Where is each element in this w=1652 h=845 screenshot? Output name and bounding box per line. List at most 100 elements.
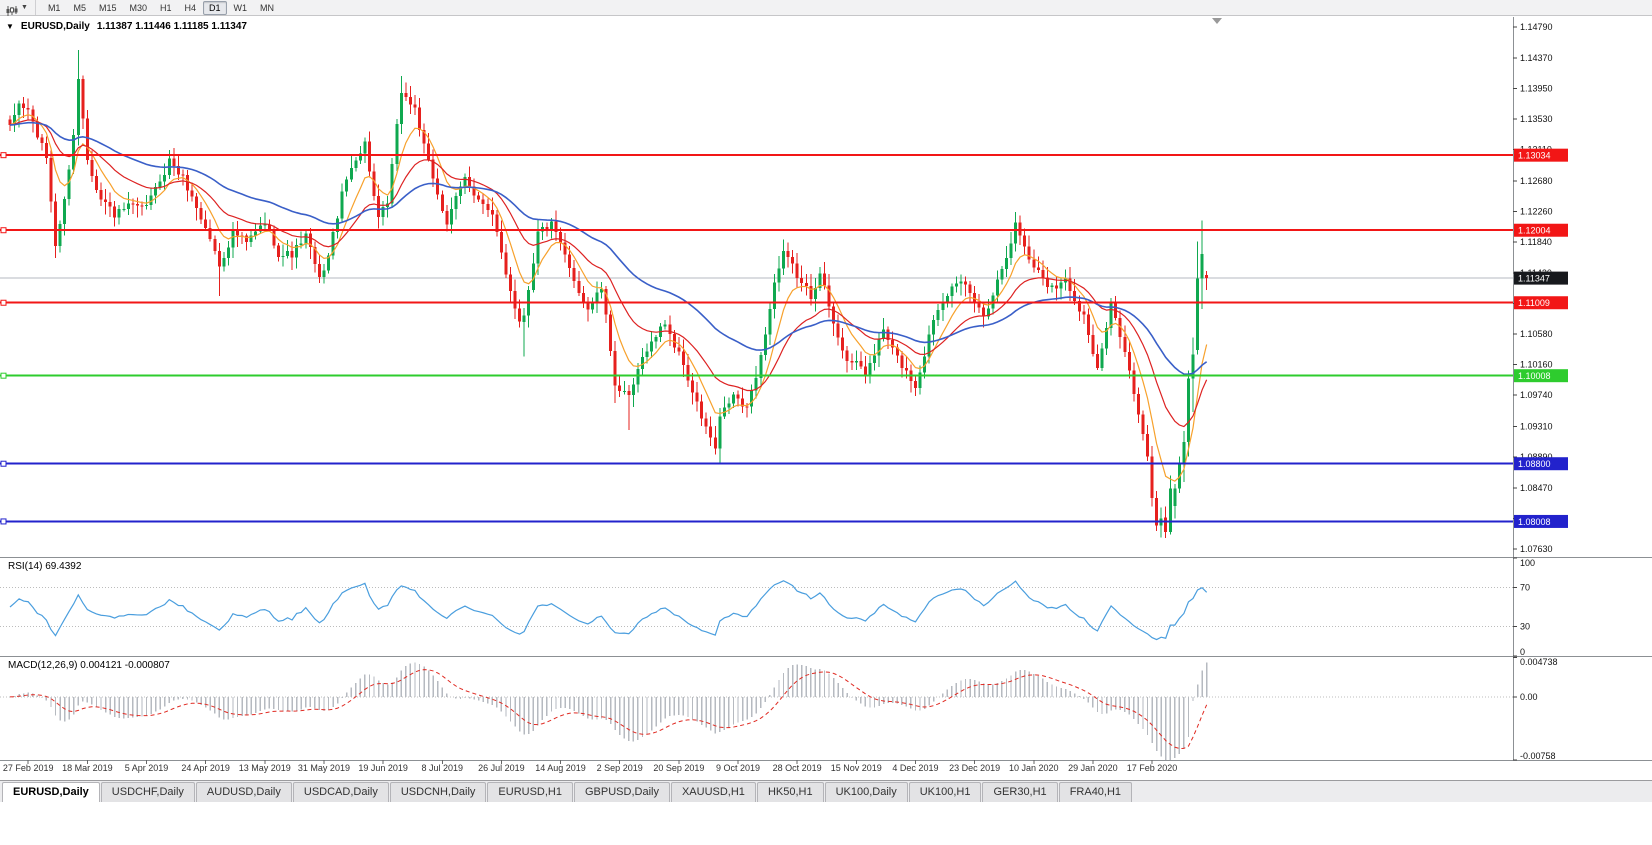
chart-tab-usdcad-daily[interactable]: USDCAD,Daily	[292, 782, 389, 802]
candle-body	[736, 394, 740, 399]
timeframe-button-m15[interactable]: M15	[98, 2, 117, 13]
candle-body	[622, 390, 626, 392]
candle-body	[1109, 303, 1113, 328]
price-tick-label: 1.10580	[1520, 329, 1553, 339]
candle-body	[1086, 314, 1090, 335]
chart-tab-ger30-h1[interactable]: GER30,H1	[982, 782, 1058, 802]
candle-body	[595, 292, 599, 304]
candle-body	[913, 381, 917, 388]
candle-body	[923, 356, 927, 373]
chart-tab-audusd-daily[interactable]: AUDUSD,Daily	[195, 782, 292, 802]
timeframe-button-d1[interactable]: D1	[203, 0, 227, 15]
candle-body	[549, 221, 553, 229]
candle-body	[618, 385, 622, 392]
hline-handle[interactable]	[0, 372, 7, 379]
candle-body	[832, 306, 836, 324]
candle-body	[418, 107, 421, 131]
candle-body	[1014, 222, 1018, 244]
price-tick-label: 1.07630	[1520, 544, 1553, 554]
price-tick-label: 1.14370	[1520, 53, 1553, 63]
candle-body	[1000, 269, 1004, 280]
candle-body	[677, 347, 681, 352]
chart-type-dropdown-caret[interactable]: ▼	[21, 3, 28, 11]
price-label-1.12004[interactable]	[1514, 223, 1568, 237]
candle-body	[518, 308, 522, 322]
candle-body	[1055, 285, 1058, 289]
timeframe-button-m1[interactable]: M1	[47, 2, 61, 13]
candle-body	[199, 208, 203, 220]
chart-tab-uk100-h1[interactable]: UK100,H1	[908, 782, 982, 802]
hline-handle[interactable]	[0, 299, 7, 306]
price-label-1.10008[interactable]	[1514, 369, 1568, 383]
chart-tab-hk50-h1[interactable]: HK50,H1	[756, 782, 824, 802]
price-label-1.08008[interactable]	[1514, 514, 1568, 528]
price-label-1.11009[interactable]	[1514, 296, 1568, 310]
chart-symbol-label: EURUSD,Daily	[20, 21, 90, 32]
candle-body	[63, 198, 67, 225]
candle-body	[367, 141, 371, 172]
candle-body	[117, 209, 121, 218]
price-tick-label: 1.12260	[1520, 207, 1553, 217]
hline-handle[interactable]	[0, 227, 7, 234]
timeframe-button-h1[interactable]: H1	[160, 2, 172, 13]
candlestick-chart-icon[interactable]	[6, 3, 18, 16]
candle-body	[408, 96, 412, 105]
timeframe-button-m30[interactable]: M30	[129, 2, 147, 13]
candle-body	[35, 121, 39, 138]
candle-body	[1004, 258, 1008, 270]
candle-body	[76, 79, 80, 136]
timeframe-button-mn[interactable]: MN	[260, 2, 275, 13]
candle-body	[413, 104, 417, 108]
price-tick-label: 1.13530	[1520, 114, 1553, 124]
hline-handle[interactable]	[0, 518, 7, 525]
price-label-1.08800[interactable]	[1514, 457, 1568, 471]
time-label: 23 Dec 2019	[949, 763, 1000, 773]
timeframe-button-w1[interactable]: W1	[233, 2, 248, 13]
chart-tab-eurusd-daily[interactable]: EURUSD,Daily	[2, 782, 100, 802]
candle-body	[1177, 462, 1181, 489]
candle-body	[877, 339, 881, 356]
candle-body	[185, 174, 189, 191]
bid-price-label[interactable]	[1514, 271, 1568, 285]
price-label-1.13034[interactable]	[1514, 148, 1568, 162]
candle-body	[67, 169, 71, 199]
candle-body	[1091, 334, 1095, 354]
chart-tab-usdchf-daily[interactable]: USDCHF,Daily	[100, 782, 195, 802]
chart-tab-eurusd-h1[interactable]: EURUSD,H1	[487, 782, 573, 802]
ma-slow-blue-line	[9, 121, 1208, 375]
candle-body	[536, 231, 540, 264]
candle-body	[490, 209, 494, 215]
candle-body	[731, 394, 735, 404]
candle-body	[158, 181, 162, 187]
candle-body	[299, 243, 303, 246]
candle-body	[94, 176, 98, 190]
candle-body	[222, 257, 226, 267]
chart-tab-gbpusd-daily[interactable]: GBPUSD,Daily	[574, 782, 670, 802]
candle-body	[81, 79, 85, 119]
candle-body	[509, 274, 512, 292]
candle-body	[954, 283, 958, 287]
hline-handle[interactable]	[0, 152, 7, 159]
candle-body	[176, 165, 180, 175]
chart-tab-uk100-daily[interactable]: UK100,Daily	[824, 782, 908, 802]
candle-body	[422, 130, 426, 144]
timeframe-button-m5[interactable]: M5	[73, 2, 86, 13]
candle-body	[859, 360, 863, 367]
candle-body	[1205, 275, 1209, 279]
hline-handle[interactable]	[0, 460, 7, 467]
chart-tab-usdcnh-daily[interactable]: USDCNH,Daily	[389, 782, 487, 802]
candle-body	[645, 351, 649, 357]
candle-body	[1009, 243, 1013, 259]
candle-body	[709, 426, 713, 438]
candle-body	[40, 137, 44, 144]
candle-body	[927, 334, 931, 357]
chart-tab-fra40-h1[interactable]: FRA40,H1	[1058, 782, 1133, 802]
timeframe-button-h4[interactable]: H4	[184, 2, 197, 13]
candle-body	[891, 339, 895, 348]
candle-body	[217, 250, 221, 267]
time-label: 26 Jul 2019	[478, 763, 525, 773]
price-label-1.08800-text: 1.08800	[1518, 459, 1551, 469]
chart-tab-xauusd-h1[interactable]: XAUUSD,H1	[670, 782, 756, 802]
chart-type-group: ▼	[4, 0, 36, 16]
candle-body	[281, 255, 285, 258]
